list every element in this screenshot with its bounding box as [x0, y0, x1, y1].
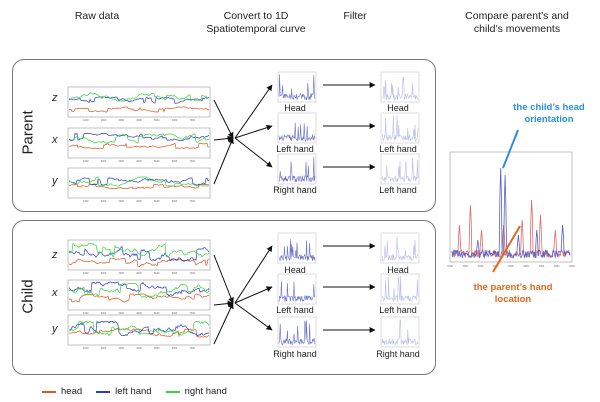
parent-raw-tick-z-3: 3000 — [118, 119, 124, 122]
child-convert-arrow-out-0 — [235, 246, 272, 303]
parent-curve-thumb-right-hand — [278, 154, 316, 184]
parent-raw-tick-z-2: 2000 — [101, 119, 107, 122]
child-raw-tick-y-1: 1000 — [83, 347, 89, 350]
parent-convert-arrow-out-2 — [235, 138, 272, 167]
child-raw-tick-z-5: 5000 — [154, 272, 160, 275]
parent-raw-tick-x-7: 7000 — [189, 160, 195, 163]
child-raw-tick-y-4: 4000 — [136, 347, 142, 350]
parent-raw-tick-y-6: 6000 — [172, 200, 178, 203]
parent-convert-arrow-out-0 — [235, 85, 272, 138]
parent-raw-tick-x-4: 4000 — [136, 160, 142, 163]
child-filtered-thumb-head — [381, 233, 419, 263]
parent-raw-tick-y-5: 5000 — [154, 200, 160, 203]
child-raw-tick-y-7: 7000 — [189, 347, 195, 350]
compare-tick-4: 5000 — [508, 265, 514, 268]
parent-filtered-thumb-right-hand — [381, 154, 419, 184]
parent-raw-tick-y-2: 2000 — [101, 200, 107, 203]
compare-tick-5: 6000 — [523, 265, 529, 268]
parent-raw-tick-y-7: 7000 — [189, 200, 195, 203]
child-raw-tick-z-4: 4000 — [136, 272, 142, 275]
child-raw-tick-z-6: 6000 — [172, 272, 178, 275]
child-curve-thumb-left-hand — [278, 274, 316, 304]
child-curve-thumb-right-hand — [278, 317, 316, 347]
parent-raw-tick-x-6: 6000 — [172, 160, 178, 163]
child-raw-plot-y: 1000 2000 3000 4000 5000 6000 7000 — [68, 315, 210, 350]
child-raw-plot-x: 1000 2000 3000 4000 5000 6000 7000 — [68, 280, 210, 315]
child-raw-tick-z-3: 3000 — [118, 272, 124, 275]
parent-raw-tick-z-7: 7000 — [189, 119, 195, 122]
parent-raw-tick-z-6: 6000 — [172, 119, 178, 122]
child-raw-tick-z-7: 7000 — [189, 272, 195, 275]
child-curve-thumb-head — [278, 233, 316, 263]
parent-filtered-thumb-left-hand — [381, 113, 419, 143]
child-raw-tick-x-6: 6000 — [172, 312, 178, 315]
child-filtered-thumb-left-hand — [381, 274, 419, 304]
child-raw-tick-z-2: 2000 — [101, 272, 107, 275]
parent-filtered-thumb-head — [381, 72, 419, 102]
parent-curve-thumb-head — [278, 72, 316, 102]
parent-raw-tick-z-5: 5000 — [154, 119, 160, 122]
child-raw-tick-x-4: 4000 — [136, 312, 142, 315]
child-raw-plot-z: 1000 2000 3000 4000 5000 6000 7000 — [68, 240, 210, 275]
parent-raw-tick-y-3: 3000 — [118, 200, 124, 203]
compare-tick-6: 7000 — [539, 265, 545, 268]
parent-convert-arrow-in-2 — [214, 138, 233, 184]
child-raw-tick-x-7: 7000 — [189, 312, 195, 315]
child-raw-tick-y-5: 5000 — [154, 347, 160, 350]
child-convert-arrow-in-0 — [214, 255, 233, 303]
parent-raw-tick-y-4: 4000 — [136, 200, 142, 203]
parent-raw-tick-x-3: 3000 — [118, 160, 124, 163]
parent-raw-tick-x-5: 5000 — [154, 160, 160, 163]
child-raw-plot-frame-x — [68, 280, 210, 310]
parent-raw-tick-z-4: 4000 — [136, 119, 142, 122]
parent-raw-tick-x-2: 2000 — [101, 160, 107, 163]
parent-raw-tick-z-1: 1000 — [83, 119, 89, 122]
child-filtered-thumb-right-hand — [381, 317, 419, 347]
child-convert-arrow-in-1 — [214, 303, 233, 305]
parent-raw-plot-y: 1000 2000 3000 4000 5000 6000 7000 — [68, 168, 210, 203]
child-raw-tick-y-6: 6000 — [172, 347, 178, 350]
parent-convert-arrow-in-1 — [214, 138, 233, 140]
parent-raw-tick-x-1: 1000 — [83, 160, 89, 163]
child-raw-tick-x-1: 1000 — [83, 312, 89, 315]
child-raw-tick-x-2: 2000 — [101, 312, 107, 315]
child-raw-tick-x-3: 3000 — [118, 312, 124, 315]
compare-tick-7: 8000 — [554, 265, 560, 268]
child-raw-plot-frame-z — [68, 240, 210, 270]
compare-tick-0: 1000 — [447, 265, 453, 268]
parent-convert-arrow-out-1 — [235, 126, 272, 138]
parent-raw-plot-x: 1000 2000 3000 4000 5000 6000 7000 — [68, 128, 210, 163]
parent-raw-plot-frame-x — [68, 128, 210, 158]
parent-raw-tick-y-1: 1000 — [83, 200, 89, 203]
child-raw-tick-y-2: 2000 — [101, 347, 107, 350]
child-raw-tick-y-3: 3000 — [118, 347, 124, 350]
parent-curve-thumb-left-hand — [278, 113, 316, 143]
compare-tick-8: 9000 — [569, 265, 575, 268]
child-raw-tick-z-1: 1000 — [83, 272, 89, 275]
child-convert-arrow-in-2 — [214, 303, 233, 344]
compare-tick-2: 3000 — [478, 265, 484, 268]
compare-plot-frame — [450, 152, 572, 262]
child-raw-tick-x-5: 5000 — [154, 312, 160, 315]
parent-raw-plot-z: 1000 2000 3000 4000 5000 6000 7000 — [68, 87, 210, 122]
parent-convert-arrow-in-0 — [214, 100, 233, 138]
compare-tick-1: 2000 — [462, 265, 468, 268]
child-convert-arrow-out-2 — [235, 303, 272, 330]
